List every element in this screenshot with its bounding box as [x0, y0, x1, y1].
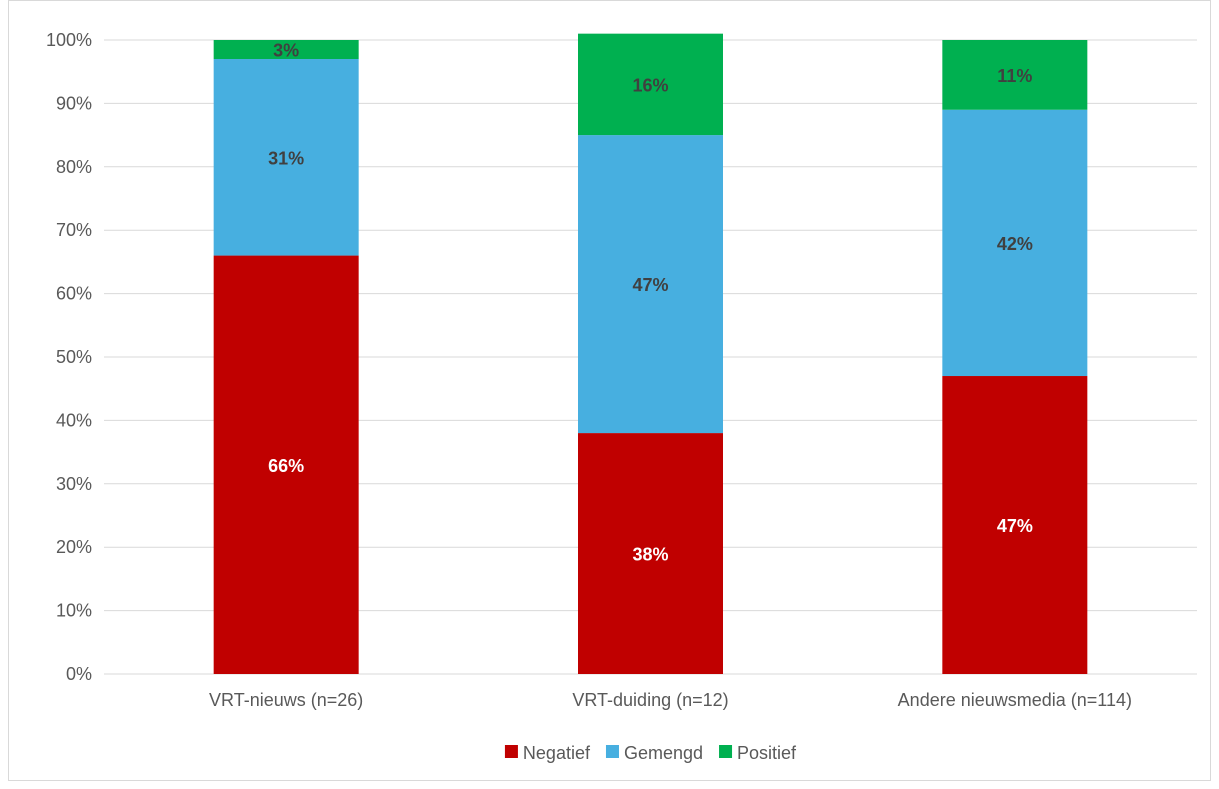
y-tick-label: 80% — [56, 157, 92, 177]
legend-label: Positief — [737, 743, 797, 763]
y-tick-label: 30% — [56, 474, 92, 494]
bar-segment-negatief — [213, 255, 359, 674]
data-label: 47% — [997, 516, 1033, 536]
x-axis-categories: VRT-nieuws (n=26) VRT-duiding (n=12) Ander… — [209, 690, 1132, 710]
bar-segment-positief — [942, 40, 1088, 110]
data-label: 47% — [632, 275, 668, 295]
y-tick-label: 50% — [56, 347, 92, 367]
y-tick-label: 40% — [56, 410, 92, 430]
x-category-label: VRT-duiding (n=12) — [572, 690, 728, 710]
legend-swatch — [504, 745, 518, 758]
legend-label: Gemengd — [624, 743, 703, 763]
y-tick-label: 60% — [56, 284, 92, 304]
bar-segment-positief — [578, 33, 723, 136]
data-label: 11% — [997, 66, 1032, 86]
bar-segment-gemengd — [213, 59, 359, 256]
bar-segment-positief — [213, 40, 359, 60]
data-label: 3% — [273, 41, 299, 61]
y-tick-label: 100% — [46, 30, 92, 50]
y-tick-label: 20% — [56, 537, 92, 557]
bar-segment-gemengd — [578, 135, 723, 434]
data-label: 38% — [632, 545, 668, 565]
data-label: 31% — [268, 148, 304, 168]
bar-segment-negatief — [942, 376, 1088, 674]
y-tick-label: 70% — [56, 220, 92, 240]
legend-swatch — [605, 745, 619, 758]
stacked-bar-chart: 0% 10% 20% 30% 40% 50% 60% 70% 80% 90% 100% 66% 31%… — [46, 30, 1197, 763]
y-tick-label: 0% — [66, 664, 92, 684]
legend-item-gemengd: Gemengd — [605, 743, 703, 763]
chart-area: 0% 10% 20% 30% 40% 50% 60% 70% 80% 90% 100% 66% 31%… — [8, 0, 1211, 781]
data-label: 66% — [268, 456, 304, 476]
legend: Negatief Gemengd Positief — [504, 743, 797, 763]
legend-label: Negatief — [523, 743, 591, 763]
legend-swatch — [719, 745, 733, 758]
legend-item-negatief: Negatief — [504, 743, 591, 763]
bar-segment-negatief — [578, 433, 723, 674]
x-category-label: VRT-nieuws (n=26) — [209, 690, 363, 710]
bars — [213, 33, 1088, 674]
data-labels: 66% 31% 3% 38% 47% 16% 47% 42% 11% — [268, 41, 1033, 565]
x-category-label: Andere nieuwsmedia (n=114) — [898, 690, 1132, 710]
bar-segment-gemengd — [942, 109, 1088, 377]
y-tick-label: 10% — [56, 601, 92, 621]
data-label: 16% — [632, 75, 668, 95]
y-tick-label: 90% — [56, 93, 92, 113]
y-axis-ticks: 0% 10% 20% 30% 40% 50% 60% 70% 80% 90% 100% — [46, 30, 92, 684]
legend-item-positief: Positief — [719, 743, 797, 763]
data-label: 42% — [997, 234, 1033, 254]
